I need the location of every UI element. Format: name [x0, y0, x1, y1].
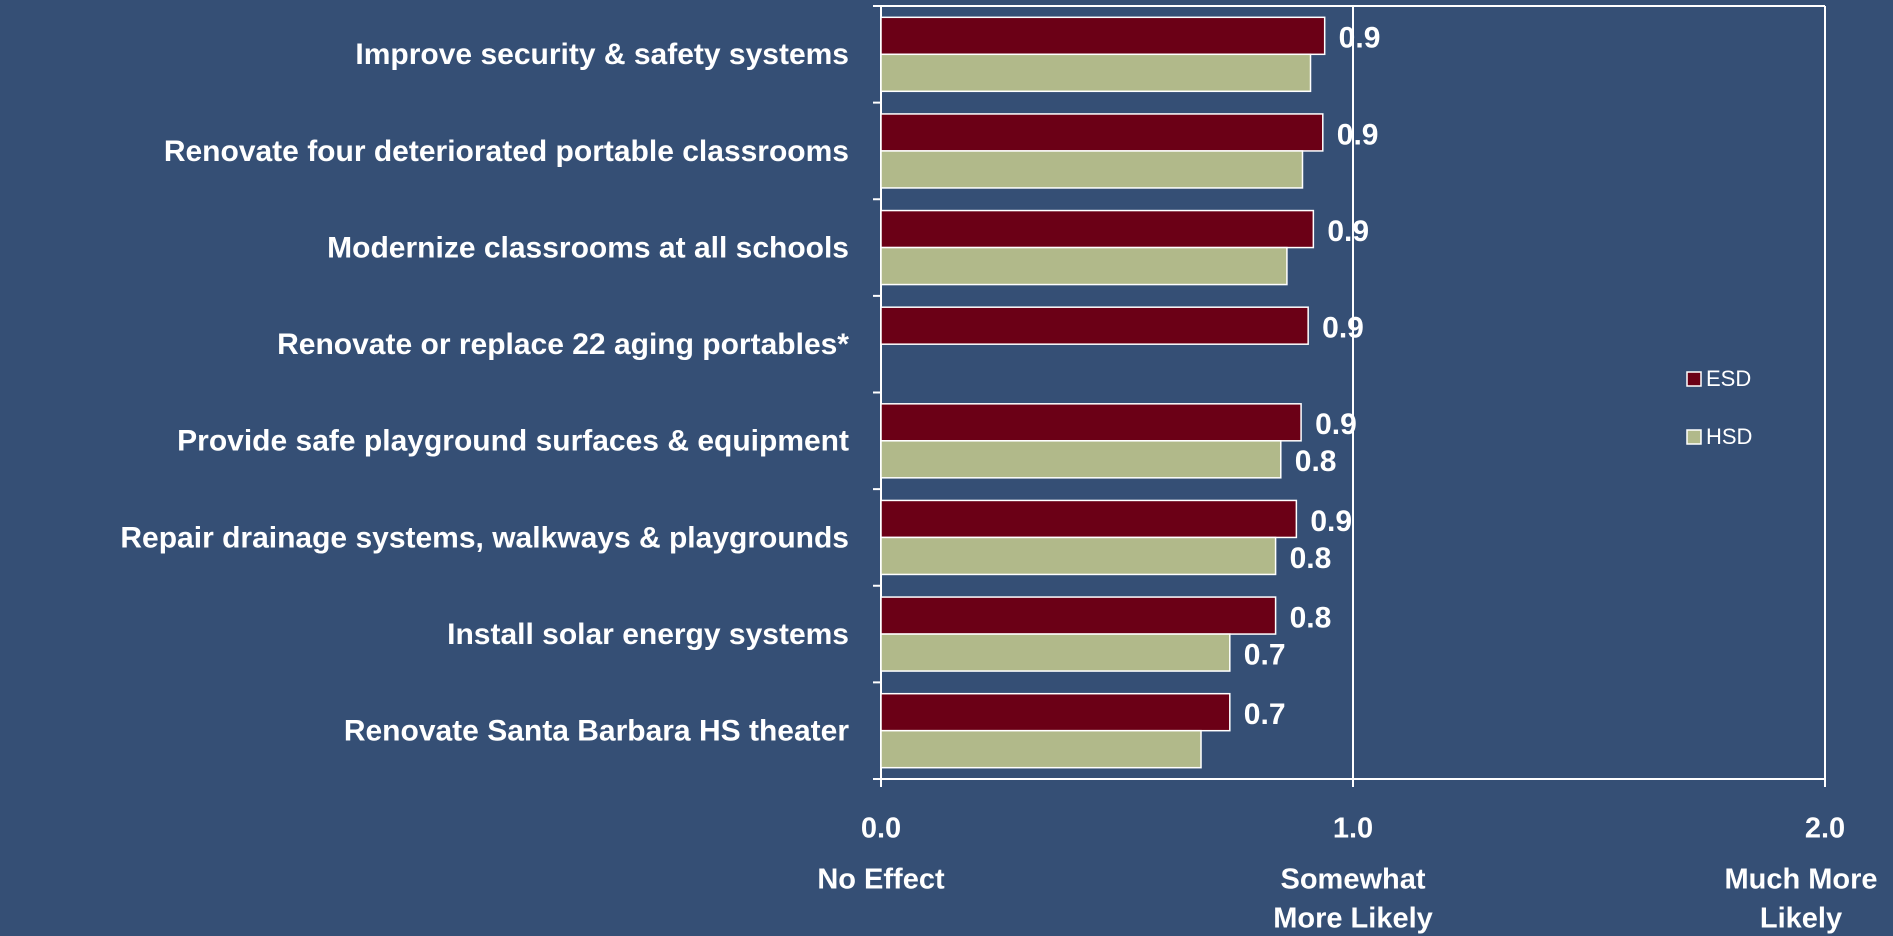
x-tick-note: No Effect — [817, 864, 945, 896]
legend-swatch — [1686, 371, 1702, 387]
bar — [880, 403, 1302, 442]
bar — [880, 440, 1282, 479]
bar — [880, 246, 1288, 286]
data-label: 0.8 — [1295, 445, 1337, 478]
category-label: Provide safe playground surfaces & equip… — [177, 425, 849, 458]
bar — [880, 306, 1309, 345]
bar — [880, 53, 1312, 93]
legend-swatch — [1686, 429, 1702, 445]
bar — [880, 499, 1298, 539]
category-label: Renovate four deteriorated portable clas… — [164, 135, 849, 168]
x-tick-label: 2.0 — [1805, 813, 1845, 845]
bar — [880, 692, 1231, 732]
bar — [880, 633, 1231, 672]
bar — [880, 150, 1304, 189]
bar — [880, 16, 1326, 56]
data-label: 0.8 — [1290, 542, 1332, 575]
data-label: 0.7 — [1244, 638, 1286, 671]
category-label: Improve security & safety systems — [355, 38, 849, 71]
data-label: 0.7 — [1244, 698, 1286, 731]
x-tick-note: More Likely — [1273, 903, 1433, 935]
legend-label: ESD — [1706, 366, 1751, 391]
data-label: 0.9 — [1337, 118, 1379, 151]
data-label: 0.9 — [1315, 408, 1357, 441]
bar — [880, 596, 1277, 635]
x-tick-note: Much More — [1724, 864, 1877, 896]
category-label: Install solar energy systems — [447, 618, 849, 651]
category-label: Modernize classrooms at all schools — [327, 231, 849, 264]
bar — [880, 113, 1324, 152]
bar — [880, 209, 1315, 249]
x-tick-note: Somewhat — [1280, 864, 1425, 896]
x-tick-label: 0.0 — [861, 813, 901, 845]
data-label: 0.8 — [1290, 601, 1332, 634]
data-label: 0.9 — [1339, 22, 1381, 55]
data-label: 0.9 — [1322, 312, 1364, 345]
data-label: 0.9 — [1327, 215, 1369, 248]
x-tick-note: Likely — [1760, 903, 1842, 935]
legend-label: HSD — [1706, 424, 1752, 449]
x-tick-label: 1.0 — [1333, 813, 1373, 845]
category-label: Renovate or replace 22 aging portables* — [277, 328, 849, 361]
bar — [880, 536, 1277, 576]
category-label: Renovate Santa Barbara HS theater — [344, 715, 850, 748]
data-label: 0.9 — [1310, 505, 1352, 538]
bar — [880, 729, 1202, 769]
category-label: Repair drainage systems, walkways & play… — [120, 521, 849, 554]
